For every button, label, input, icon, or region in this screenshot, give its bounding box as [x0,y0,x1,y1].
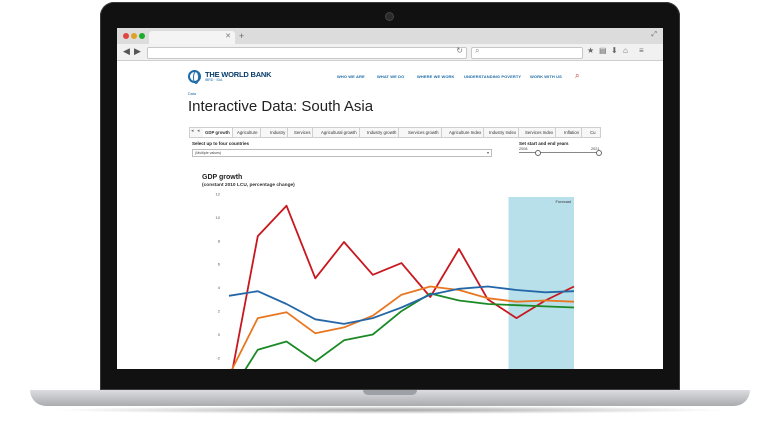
new-tab-button[interactable]: + [239,31,245,41]
nav-where-we-work[interactable]: WHERE WE WORK [417,74,455,79]
bookmark-star-icon[interactable]: ★ [587,46,595,55]
tab-industry-index[interactable]: Industry Index [487,128,519,137]
series-line-3[interactable] [229,292,575,370]
y-tick-label: 0 [218,332,221,337]
tab-cu[interactable]: Cu [590,130,596,135]
world-bank-globe-icon[interactable] [188,70,201,84]
end-year: 2021 [591,147,600,151]
home-icon[interactable]: ⌂ [623,46,628,55]
address-bar[interactable]: ↻ [147,46,467,59]
camera-icon [386,13,393,20]
logo-name[interactable]: THE WORLD BANK [205,70,272,79]
series-line-2[interactable] [229,285,575,370]
tab-gdp-growth[interactable]: GDP growth [203,128,233,137]
tab-industry-growth[interactable]: Industry growth [365,128,400,137]
tab-services-growth[interactable]: Services growth [406,128,442,137]
chart-title: GDP growth [202,174,243,181]
chevron-down-icon: ▾ [486,150,489,155]
tab-industry[interactable]: Industry [268,128,289,137]
browser-tab-bar: ✕ + ⤢ [117,28,663,44]
laptop-notch [363,390,417,395]
indicator-tabs: ◂ ◂ GDP growth Agriculture Industry Serv… [189,127,601,138]
countries-label: Select up to four countries [192,141,250,146]
back-arrow-icon[interactable]: ◀ [123,46,130,56]
bookmarks-icon[interactable]: ▤ [599,46,607,55]
countries-select[interactable]: (Multiple values) ▾ [192,149,492,157]
forecast-band [508,197,574,369]
start-year: 2008 [519,147,528,151]
maximize-window-icon[interactable] [139,33,145,39]
laptop-shadow [50,406,730,414]
year-slider-end-handle[interactable] [596,150,602,156]
laptop-screen: ✕ + ⤢ ◀ ▶ ↻ ⌕ ★ ▤ ⬇ ⌂ ≡ THE WORLD BANK I… [117,28,663,369]
nav-work-with-us[interactable]: WORK WITH US [530,74,562,79]
series-line-1[interactable] [229,204,575,369]
tab-inflation[interactable]: Inflation [562,128,583,137]
countries-select-value: (Multiple values) [195,151,222,155]
y-tick-label: 4 [218,285,221,290]
close-window-icon[interactable] [123,33,129,39]
tab-services[interactable]: Services [292,128,314,137]
minimize-window-icon[interactable] [131,33,137,39]
site-search-icon[interactable]: ⌕ [575,71,580,80]
downloads-icon[interactable]: ⬇ [611,46,618,55]
tab-agriculture-index[interactable]: Agriculture Index [447,128,485,137]
tabs-scroll-left-icon[interactable]: ◂ [191,128,194,134]
years-label: Set start and end years [519,141,569,146]
browser-toolbar: ◀ ▶ ↻ ⌕ ★ ▤ ⬇ ⌂ ≡ [117,44,663,61]
laptop-lid: ✕ + ⤢ ◀ ▶ ↻ ⌕ ★ ▤ ⬇ ⌂ ≡ THE WORLD BANK I… [100,2,680,390]
series-line-4[interactable] [228,285,575,325]
y-tick-label: 8 [218,238,221,243]
browser-tab[interactable]: ✕ [149,31,235,44]
forward-arrow-icon[interactable]: ▶ [134,46,141,56]
web-page: THE WORLD BANK IBRD · IDA WHO WE ARE WHA… [117,61,663,369]
forecast-label: Forecast [555,199,571,204]
breadcrumb[interactable]: Data [188,92,197,96]
year-slider-track[interactable] [519,152,601,153]
tabs-scroll-left-end-icon[interactable]: ◂ [197,128,200,134]
laptop-base [30,390,750,406]
logo-tagline: IBRD · IDA [205,78,223,82]
menu-icon[interactable]: ≡ [639,46,644,55]
year-slider-start-handle[interactable] [535,150,541,156]
y-tick-label: 10 [216,215,221,220]
nav-who-we-are[interactable]: WHO WE ARE [337,74,365,79]
y-tick-label: 6 [218,262,221,267]
tab-services-index[interactable]: Services Index [523,128,557,137]
chart-subtitle: (constant 2010 LCU, percentage change) [202,183,295,188]
tab-agriculture[interactable]: Agriculture [235,128,261,137]
y-tick-label: 12 [216,192,221,197]
tab-agricultural-growth[interactable]: Agricultural growth [319,128,360,137]
close-tab-icon[interactable]: ✕ [225,33,231,40]
nav-understanding-poverty[interactable]: UNDERSTANDING POVERTY [464,74,522,79]
search-icon: ⌕ [475,46,480,55]
page-title: Interactive Data: South Asia [188,98,374,115]
reload-icon[interactable]: ↻ [456,46,463,55]
window-resize-icon[interactable]: ⤢ [651,31,657,38]
search-input[interactable]: ⌕ [471,46,583,59]
y-tick-label: 2 [218,309,221,314]
nav-what-we-do[interactable]: WHAT WE DO [377,74,405,79]
y-tick-label: -2 [216,355,220,360]
